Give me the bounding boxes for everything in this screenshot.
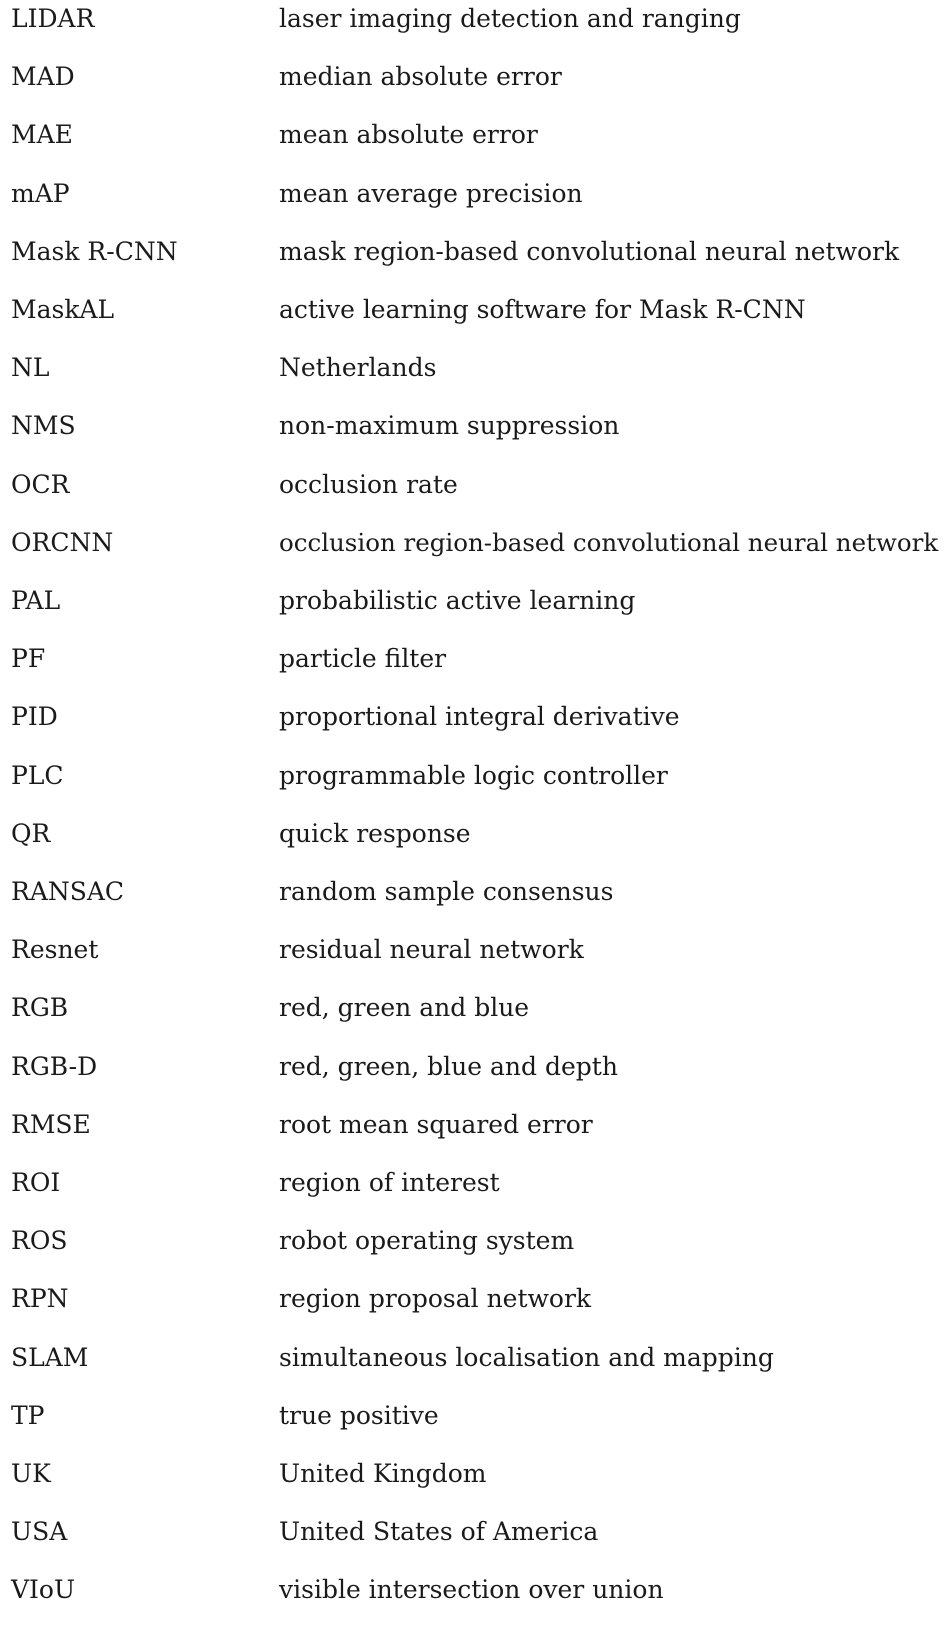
abbreviation-row: TP true positive <box>0 1396 951 1436</box>
abbreviation-definition: region proposal network <box>279 1284 592 1314</box>
abbreviation-definition: active learning software for Mask R-CNN <box>279 295 806 324</box>
abbreviation-term: mAP <box>11 178 70 208</box>
abbreviation-definition: visible intersection over union <box>279 1575 664 1605</box>
abbreviation-term: RGB-D <box>11 1051 98 1081</box>
abbreviation-term: Resnet <box>11 935 99 965</box>
abbreviation-definition: probabilistic active learning <box>279 586 636 615</box>
abbreviation-definition: residual neural network <box>279 935 584 965</box>
abbreviation-definition: particle filter <box>279 644 447 674</box>
abbreviation-definition: mean absolute error <box>279 120 538 150</box>
abbreviation-row: MAE mean absolute error <box>0 115 951 155</box>
abbreviation-term: UK <box>11 1459 51 1488</box>
abbreviation-term: ROI <box>11 1168 61 1197</box>
abbreviation-definition: robot operating system <box>279 1226 575 1256</box>
abbreviation-definition: United States of America <box>279 1517 599 1547</box>
abbreviation-row: RANSAC random sample consensus <box>0 872 951 912</box>
abbreviation-row: ROS robot operating system <box>0 1221 951 1261</box>
abbreviation-definition: quick response <box>279 818 471 848</box>
abbreviation-row: LIDAR laser imaging detection and ranging <box>0 0 951 39</box>
abbreviation-definition: region of interest <box>279 1168 500 1197</box>
abbreviation-row: mAP mean average precision <box>0 174 951 214</box>
abbreviation-row: ROI region of interest <box>0 1163 951 1203</box>
abbreviation-definition: true positive <box>279 1400 439 1430</box>
abbreviation-term: ORCNN <box>11 527 114 557</box>
abbreviation-row: RMSE root mean squared error <box>0 1105 951 1145</box>
abbreviation-row: MAD median absolute error <box>0 57 951 97</box>
abbreviation-term: NL <box>11 353 50 383</box>
abbreviation-definition: random sample consensus <box>279 877 614 906</box>
abbreviation-definition: median absolute error <box>279 62 562 92</box>
abbreviation-term: PF <box>11 644 46 674</box>
abbreviation-term: RGB <box>11 993 69 1023</box>
abbreviation-definition: proportional integral derivative <box>279 702 680 732</box>
abbreviation-row: MaskAL active learning software for Mask … <box>0 290 951 330</box>
abbreviation-term: TP <box>11 1400 45 1430</box>
abbreviation-definition: mean average precision <box>279 178 583 208</box>
abbreviation-definition: simultaneous localisation and mapping <box>279 1342 774 1372</box>
abbreviation-row: RGB-D red, green, blue and depth <box>0 1047 951 1087</box>
abbreviation-term: MaskAL <box>11 295 115 324</box>
abbreviation-row: USA United States of America <box>0 1512 951 1552</box>
abbreviation-definition: mask region-based convolutional neural n… <box>279 236 900 266</box>
abbreviation-definition: occlusion rate <box>279 469 458 499</box>
abbreviation-term: PAL <box>11 586 61 615</box>
abbreviation-row: VIoU visible intersection over union <box>0 1570 951 1610</box>
abbreviation-term: PID <box>11 702 58 732</box>
abbreviation-row: NL Netherlands <box>0 348 951 388</box>
abbreviation-definition: United Kingdom <box>279 1459 487 1488</box>
abbreviation-term: QR <box>11 818 51 848</box>
abbreviation-definition: Netherlands <box>279 353 437 383</box>
abbreviation-row: PLC programmable logic controller <box>0 756 951 796</box>
abbreviation-row: PID proportional integral derivative <box>0 697 951 737</box>
abbreviation-definition: laser imaging detection and ranging <box>279 4 741 33</box>
abbreviation-term: Mask R-CNN <box>11 236 178 266</box>
abbreviation-term: SLAM <box>11 1342 89 1372</box>
abbreviation-definition: root mean squared error <box>279 1109 593 1139</box>
abbreviation-row: Resnet residual neural network <box>0 930 951 970</box>
abbreviation-definition: programmable logic controller <box>279 760 668 790</box>
abbreviation-row: Mask R-CNN mask region-based convolutiona… <box>0 232 951 272</box>
abbreviation-definition: red, green and blue <box>279 993 530 1023</box>
abbreviation-row: UK United Kingdom <box>0 1454 951 1494</box>
abbreviation-definition: red, green, blue and depth <box>279 1051 618 1081</box>
abbreviation-row: OCR occlusion rate <box>0 465 951 505</box>
abbreviation-term: OCR <box>11 469 70 499</box>
abbreviation-row: PAL probabilistic active learning <box>0 581 951 621</box>
abbreviation-term: RPN <box>11 1284 69 1314</box>
abbreviation-definition: occlusion region-based convolutional neu… <box>279 527 939 557</box>
abbreviation-term: NMS <box>11 411 76 441</box>
abbreviation-definition: non-maximum suppression <box>279 411 620 441</box>
abbreviation-term: MAE <box>11 120 73 150</box>
abbreviation-term: MAD <box>11 62 75 92</box>
abbreviation-row: RGB red, green and blue <box>0 988 951 1028</box>
abbreviation-term: LIDAR <box>11 4 95 33</box>
abbreviation-term: PLC <box>11 760 64 790</box>
abbreviation-term: VIoU <box>11 1575 76 1605</box>
abbreviation-row: PF particle filter <box>0 639 951 679</box>
abbreviation-row: QR quick response <box>0 814 951 854</box>
abbreviation-term: USA <box>11 1517 68 1547</box>
abbreviation-row: SLAM simultaneous localisation and mappin… <box>0 1338 951 1378</box>
abbreviation-row: NMS non-maximum suppression <box>0 406 951 446</box>
abbreviation-term: RMSE <box>11 1109 91 1139</box>
abbreviation-row: ORCNN occlusion region-based convolutiona… <box>0 523 951 563</box>
abbreviation-term: RANSAC <box>11 877 125 906</box>
abbreviation-term: ROS <box>11 1226 68 1256</box>
abbreviation-row: RPN region proposal network <box>0 1279 951 1319</box>
